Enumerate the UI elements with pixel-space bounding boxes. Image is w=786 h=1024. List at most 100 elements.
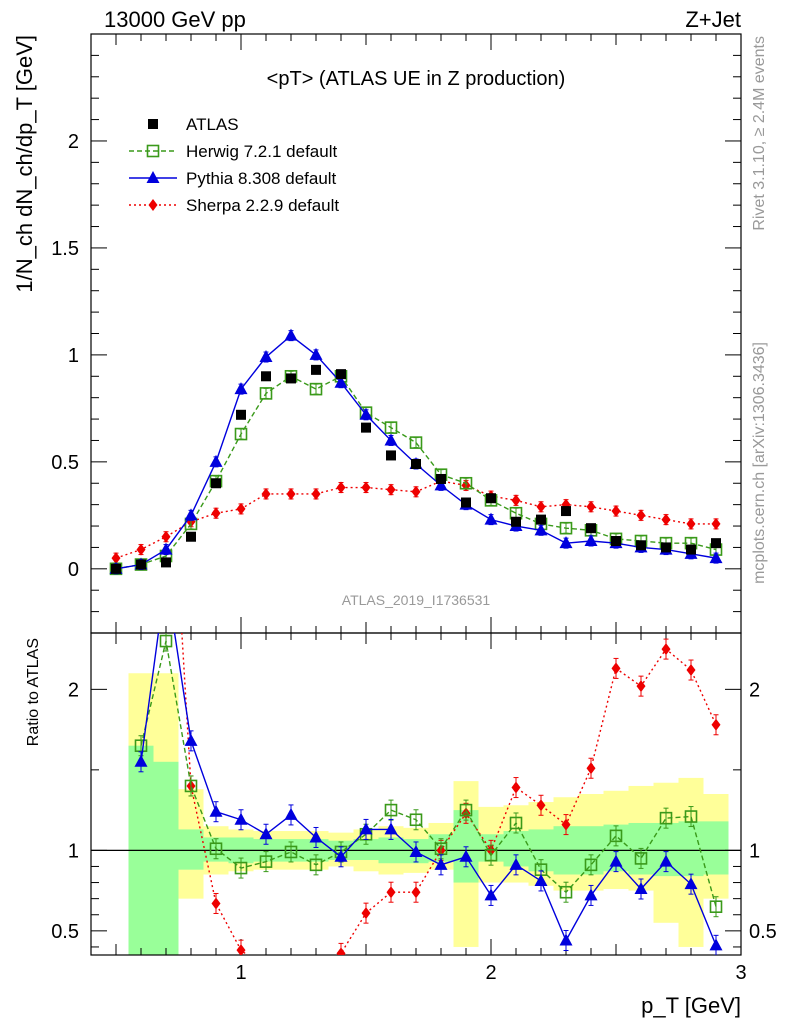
dist-point-herwig (384, 421, 398, 434)
ratio-point-herwig (184, 779, 198, 793)
ratio-point-sherpa (361, 907, 371, 920)
legend-label-pythia: Pythia 8.308 default (186, 169, 337, 188)
ratio-point-sherpa (711, 718, 721, 731)
dist-point-pythia (484, 512, 498, 525)
ratio-point-herwig (609, 829, 623, 843)
ratio-point-sherpa (312, 962, 321, 974)
dist-point-atlas (436, 473, 446, 484)
ratio-point-herwig (134, 739, 148, 753)
ratio-point-sherpa (636, 680, 646, 693)
ratio-point-sherpa (661, 643, 671, 656)
dist-point-herwig (459, 476, 473, 490)
header-analysis: Z+Jet (685, 7, 741, 32)
ratio-point-herwig (459, 803, 473, 817)
y-tick-label: 0.5 (51, 452, 79, 474)
ratio-point-pythia (359, 822, 373, 835)
dist-point-sherpa (111, 552, 121, 565)
ratio-y-tick-label-right: 2 (749, 679, 760, 701)
dist-point-herwig (234, 427, 248, 441)
dist-point-pythia (534, 523, 548, 536)
y-tick-label: 2 (68, 131, 79, 153)
dist-point-atlas (711, 538, 721, 549)
ratio-point-herwig (484, 848, 498, 862)
ratio-point-herwig (309, 858, 323, 872)
dist-point-pythia (209, 454, 223, 467)
dist-point-atlas (486, 493, 496, 504)
dist-point-atlas (636, 540, 646, 551)
plot-title: <pT> (ATLAS UE in Z production) (267, 68, 566, 90)
ratio-point-pythia (509, 857, 523, 870)
rivet-version-label: Rivet 3.1.10, ≥ 2.4M events (751, 36, 768, 231)
ratio-panel: 1 2 30.5 0.51 12 2 (51, 632, 777, 984)
ratio-series-sherpa (181, 633, 721, 979)
ratio-point-pythia (309, 830, 323, 843)
ratio-point-pythia (659, 854, 673, 867)
ratio-point-herwig (559, 885, 573, 899)
x-tick-label: 2 (485, 962, 496, 984)
ratio-point-sherpa (536, 799, 546, 812)
dist-point-herwig (409, 436, 423, 449)
legend-marker-herwig (146, 144, 160, 158)
ratio-y-axis-label: Ratio to ATLAS (25, 638, 42, 746)
ratio-point-herwig (434, 842, 448, 856)
ratio-point-sherpa (411, 886, 421, 899)
dist-point-pythia (584, 534, 598, 547)
band-inner (153, 761, 179, 955)
dist-line-pythia (115, 334, 717, 570)
dist-point-atlas (236, 409, 246, 420)
ratio-point-herwig (159, 634, 173, 648)
y-tick-label: 0 (68, 559, 79, 581)
ratio-point-pythia (384, 822, 398, 835)
x-tick-label: 3 (735, 962, 746, 984)
dist-point-sherpa (161, 530, 171, 543)
dist-point-atlas (536, 514, 546, 525)
legend-marker-pythia (146, 171, 160, 183)
ratio-point-sherpa (561, 818, 571, 831)
dist-series-atlas (111, 364, 721, 574)
legend-label-sherpa: Sherpa 2.2.9 default (186, 196, 339, 215)
dist-point-sherpa (261, 487, 271, 500)
ratio-point-pythia (534, 873, 548, 886)
dist-point-atlas (111, 563, 121, 574)
dist-point-atlas (211, 478, 221, 489)
dist-point-sherpa (686, 517, 696, 530)
distribution-panel: 0 0.5 1 1.5 2 (51, 33, 742, 634)
ratio-point-sherpa (336, 947, 346, 955)
dist-point-herwig (309, 382, 323, 396)
dist-point-pythia (184, 508, 198, 521)
dist-point-sherpa (311, 487, 321, 500)
ratio-line-sherpa (181, 633, 717, 955)
ratio-point-sherpa (386, 886, 396, 899)
dist-point-sherpa (636, 509, 646, 522)
ratio-point-pythia (484, 888, 498, 901)
dist-point-atlas (136, 559, 146, 570)
dist-point-pythia (284, 328, 298, 341)
y-tick-label: 1.5 (51, 238, 79, 260)
ratio-point-pythia (709, 938, 723, 951)
ratio-point-herwig (259, 855, 273, 868)
dist-point-atlas (586, 523, 596, 534)
legend-marker-atlas (148, 119, 158, 129)
dist-point-sherpa (586, 500, 596, 513)
ratio-point-sherpa (686, 664, 696, 677)
header-process: 13000 GeV pp (104, 7, 246, 32)
dist-line-herwig (115, 375, 717, 570)
ratio-point-herwig (409, 813, 423, 827)
ratio-point-sherpa (287, 967, 296, 979)
legend: ATLAS Herwig 7.2.1 default Pythia 8.308 de… (129, 115, 339, 215)
dist-series-pythia (109, 328, 723, 575)
ratio-point-pythia (684, 877, 698, 890)
dist-point-atlas (386, 450, 396, 461)
dist-point-atlas (336, 369, 346, 380)
ratio-point-herwig (384, 803, 398, 817)
y-tick-label: 1 (68, 345, 79, 367)
dist-point-herwig (259, 387, 273, 400)
dist-point-pythia (384, 433, 398, 446)
dist-point-sherpa (336, 481, 346, 494)
dist-point-atlas (561, 506, 571, 517)
ratio-point-pythia (134, 754, 148, 767)
band-inner (703, 821, 729, 875)
dist-point-atlas (186, 531, 196, 542)
band-inner (353, 839, 379, 861)
dist-point-atlas (686, 544, 696, 555)
